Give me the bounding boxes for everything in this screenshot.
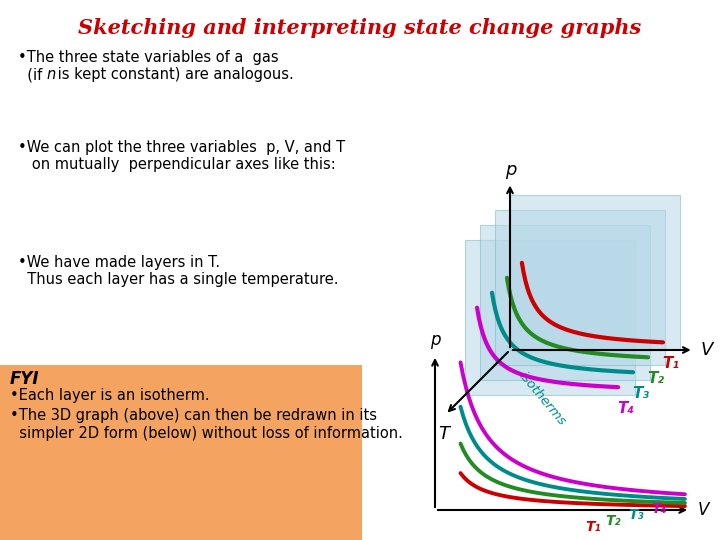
Text: T₂: T₂ <box>606 514 621 528</box>
Text: V: V <box>701 341 713 359</box>
Text: simpler 2D form (below) without loss of information.: simpler 2D form (below) without loss of … <box>10 426 403 441</box>
Polygon shape <box>480 225 650 380</box>
Text: •The three state variables of a  gas: •The three state variables of a gas <box>18 50 279 65</box>
Text: T₃: T₃ <box>629 508 644 522</box>
Text: is kept constant) are analogous.: is kept constant) are analogous. <box>53 67 294 82</box>
Text: on mutually  perpendicular axes like this:: on mutually perpendicular axes like this… <box>18 157 336 172</box>
Text: T₁: T₁ <box>585 520 601 534</box>
Text: T₄: T₄ <box>652 503 667 516</box>
Text: (if: (if <box>18 67 47 82</box>
Text: Thus each layer has a single temperature.: Thus each layer has a single temperature… <box>18 272 338 287</box>
Text: p: p <box>430 331 440 349</box>
Text: isotherms: isotherms <box>516 369 568 428</box>
Text: T₂: T₂ <box>648 371 665 386</box>
Polygon shape <box>495 210 665 365</box>
Bar <box>0 365 362 540</box>
Text: Sketching and interpreting state change graphs: Sketching and interpreting state change … <box>78 18 642 38</box>
Text: T₁: T₁ <box>662 356 680 371</box>
Text: •We have made layers in T.: •We have made layers in T. <box>18 255 220 270</box>
Text: FYI: FYI <box>10 370 40 388</box>
Text: T₄: T₄ <box>618 401 635 416</box>
Text: T: T <box>438 424 449 443</box>
Text: V: V <box>698 501 709 519</box>
Text: p: p <box>505 160 517 179</box>
Polygon shape <box>465 240 635 395</box>
Text: n: n <box>46 67 55 82</box>
Polygon shape <box>510 195 680 350</box>
Text: •Each layer is an isotherm.: •Each layer is an isotherm. <box>10 388 210 403</box>
Text: •The 3D graph (above) can then be redrawn in its: •The 3D graph (above) can then be redraw… <box>10 408 377 423</box>
Text: T₃: T₃ <box>633 386 649 401</box>
Text: •We can plot the three variables  p, V, and T: •We can plot the three variables p, V, a… <box>18 140 345 155</box>
